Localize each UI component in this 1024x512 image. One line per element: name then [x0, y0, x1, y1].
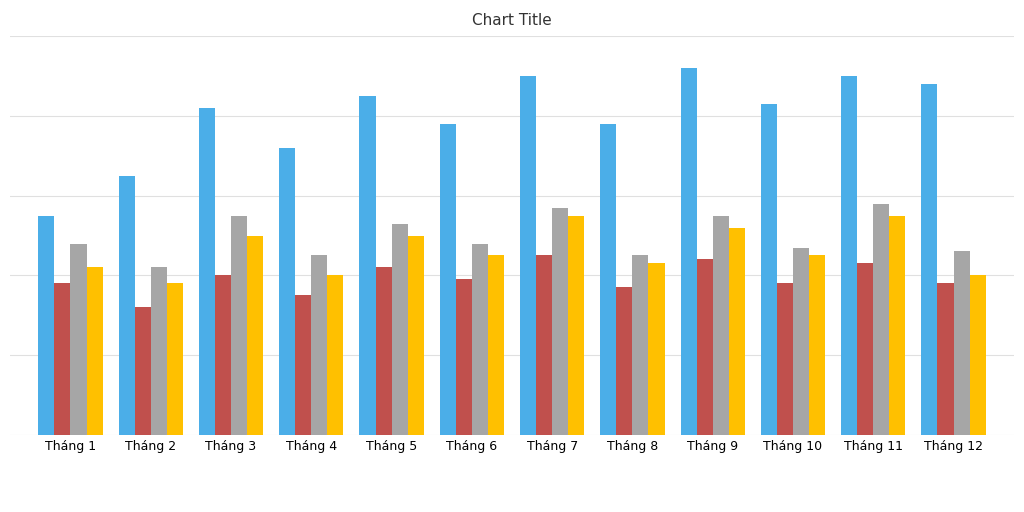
Bar — [552, 207, 568, 435]
Bar — [295, 295, 311, 435]
Legend: Thành phố A (triệu lượt), Thành phố B (triệu lượt), Thành phố C (triệu lượt), Th: Thành phố A (triệu lượt), Thành phố B (t… — [46, 509, 777, 512]
Bar — [537, 255, 552, 435]
Bar — [54, 284, 71, 435]
Bar — [487, 255, 504, 435]
Bar — [391, 224, 408, 435]
Bar — [167, 284, 183, 435]
Bar — [247, 236, 263, 435]
Bar — [439, 124, 456, 435]
Bar — [648, 264, 665, 435]
Bar — [280, 147, 295, 435]
Bar — [713, 216, 729, 435]
Bar — [568, 216, 585, 435]
Bar — [761, 104, 777, 435]
Bar — [696, 260, 713, 435]
Bar — [456, 280, 472, 435]
Bar — [793, 247, 809, 435]
Bar — [970, 275, 986, 435]
Bar — [857, 264, 873, 435]
Bar — [809, 255, 825, 435]
Bar — [408, 236, 424, 435]
Bar — [953, 251, 970, 435]
Bar — [681, 68, 696, 435]
Bar — [359, 96, 376, 435]
Bar — [729, 227, 744, 435]
Bar — [311, 255, 328, 435]
Bar — [938, 284, 953, 435]
Bar — [151, 267, 167, 435]
Bar — [922, 84, 938, 435]
Bar — [199, 108, 215, 435]
Bar — [633, 255, 648, 435]
Bar — [889, 216, 905, 435]
Bar — [215, 275, 231, 435]
Bar — [119, 176, 135, 435]
Bar — [616, 287, 633, 435]
Bar — [600, 124, 616, 435]
Bar — [777, 284, 793, 435]
Bar — [376, 267, 391, 435]
Bar — [135, 307, 151, 435]
Title: Chart Title: Chart Title — [472, 13, 552, 28]
Bar — [520, 76, 537, 435]
Bar — [472, 244, 487, 435]
Bar — [841, 76, 857, 435]
Bar — [328, 275, 343, 435]
Bar — [38, 216, 54, 435]
Bar — [873, 204, 889, 435]
Bar — [86, 267, 102, 435]
Bar — [231, 216, 247, 435]
Bar — [71, 244, 86, 435]
